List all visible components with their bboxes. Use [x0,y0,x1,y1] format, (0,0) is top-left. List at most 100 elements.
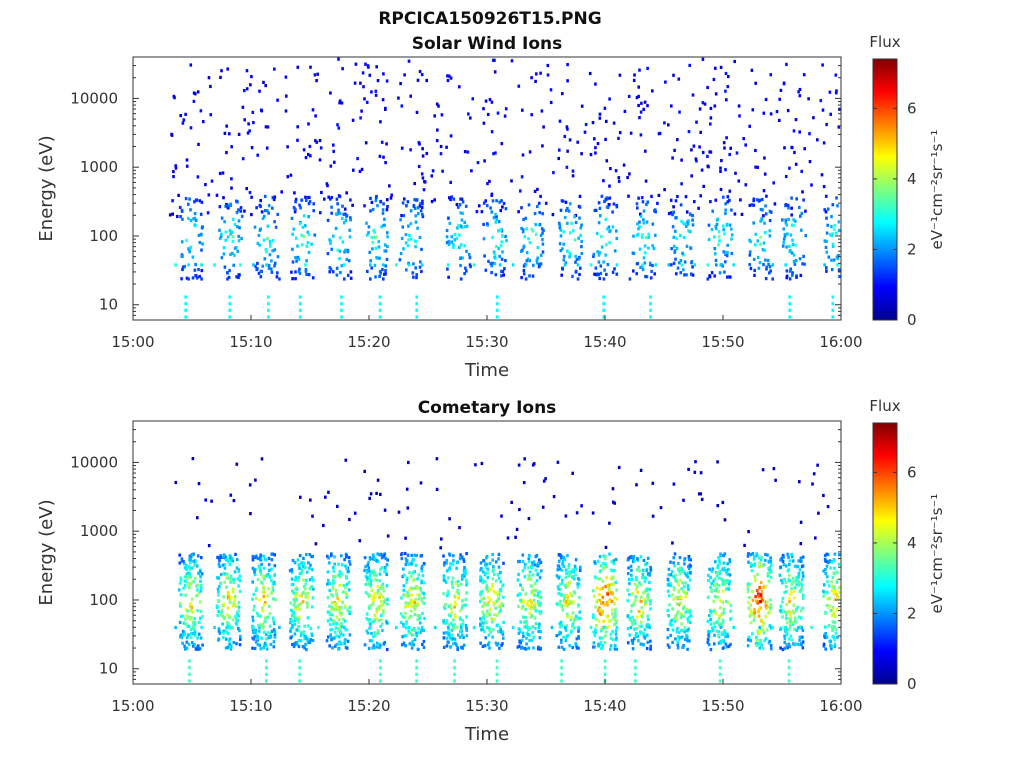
heatmap-cell [787,206,790,210]
heatmap-cell [262,646,266,650]
heatmap-cell [326,635,330,639]
heatmap-cell [709,630,712,634]
heatmap-cell [489,206,492,210]
heatmap-cell [707,223,711,227]
heatmap-cell [481,644,485,648]
heatmap-cell [831,606,835,610]
heatmap-cell [335,642,338,647]
heatmap-cell [798,130,801,134]
heatmap-cell [781,647,785,652]
heatmap-cell [642,107,645,111]
heatmap-cell [576,585,580,589]
heatmap-cell [342,212,345,216]
heatmap-cell [490,583,494,587]
heatmap-cell [622,163,626,167]
heatmap-cell [228,642,232,646]
heatmap-cell [329,593,333,597]
heatmap-cell [417,164,421,169]
heatmap-cell [529,626,532,630]
heatmap-cell [674,257,677,261]
heatmap-cell [822,185,826,189]
heatmap-cell [490,271,493,275]
heatmap-cell [365,571,369,575]
heatmap-cell [726,645,729,649]
heatmap-cell [379,659,382,663]
heatmap-cell [630,577,634,581]
heatmap-cell [386,558,389,562]
heatmap-cell [264,125,268,129]
heatmap-cell [825,604,829,608]
heatmap-cell [262,238,266,242]
heatmap-cell [349,198,352,202]
heatmap-cell [267,604,271,608]
heatmap-cell [372,643,376,647]
heatmap-cell [754,243,757,247]
heatmap-cell [196,583,199,587]
x-tick-label: 16:00 [819,333,862,351]
heatmap-cell [422,562,426,566]
heatmap-cell [580,504,583,508]
heatmap-cell [499,228,503,232]
heatmap-cell [184,295,187,299]
heatmap-cell [724,578,727,582]
heatmap-cell [791,559,795,563]
heatmap-cell [374,573,377,577]
heatmap-cell [335,621,338,625]
heatmap-cell [479,622,482,626]
heatmap-cell [520,606,524,610]
heatmap-cell [386,231,389,235]
heatmap-cell [465,628,469,632]
heatmap-cell [837,253,840,258]
heatmap-cell [307,250,311,255]
heatmap-cell [468,256,472,260]
heatmap-cell [606,227,609,231]
heatmap-cell [633,559,636,563]
heatmap-cell [649,276,653,280]
heatmap-cell [342,221,346,225]
heatmap-cell [646,104,649,108]
heatmap-cell [671,640,674,644]
heatmap-cell [640,595,643,599]
heatmap-cell [417,586,420,590]
heatmap-cell [835,592,838,596]
heatmap-cell [826,575,829,579]
heatmap-cell [792,260,796,264]
heatmap-cell [488,612,492,616]
heatmap-cell [541,242,545,246]
heatmap-cell [420,628,423,632]
heatmap-cell [711,209,714,213]
heatmap-cell [291,277,294,281]
heatmap-cell [607,225,611,229]
heatmap-cell [491,577,494,581]
heatmap-cell [200,277,203,281]
heatmap-cell [298,271,302,275]
heatmap-cell [488,646,491,650]
heatmap-cell [408,642,412,646]
heatmap-cell [217,609,220,614]
heatmap-cell [605,601,609,605]
heatmap-cell [463,220,466,224]
heatmap-cell [187,247,190,251]
heatmap-cell [310,605,314,609]
heatmap-cell [690,174,693,178]
heatmap-cell [383,598,387,602]
heatmap-cell [484,99,488,103]
heatmap-cell [365,569,369,573]
heatmap-cell [236,249,239,253]
heatmap-cell [378,596,381,600]
heatmap-cell [297,269,301,273]
heatmap-cell [297,615,301,619]
heatmap-cell [614,614,617,618]
heatmap-cell [598,112,602,116]
heatmap-cell [679,566,682,570]
heatmap-cell [522,615,525,619]
heatmap-cell [533,593,536,597]
heatmap-cell [779,604,783,608]
heatmap-cell [179,576,183,580]
heatmap-cell [722,638,725,643]
heatmap-cell [602,565,606,569]
heatmap-cell [479,599,482,603]
heatmap-cell [401,201,405,205]
heatmap-cell [455,590,459,594]
heatmap-cell [420,581,423,585]
